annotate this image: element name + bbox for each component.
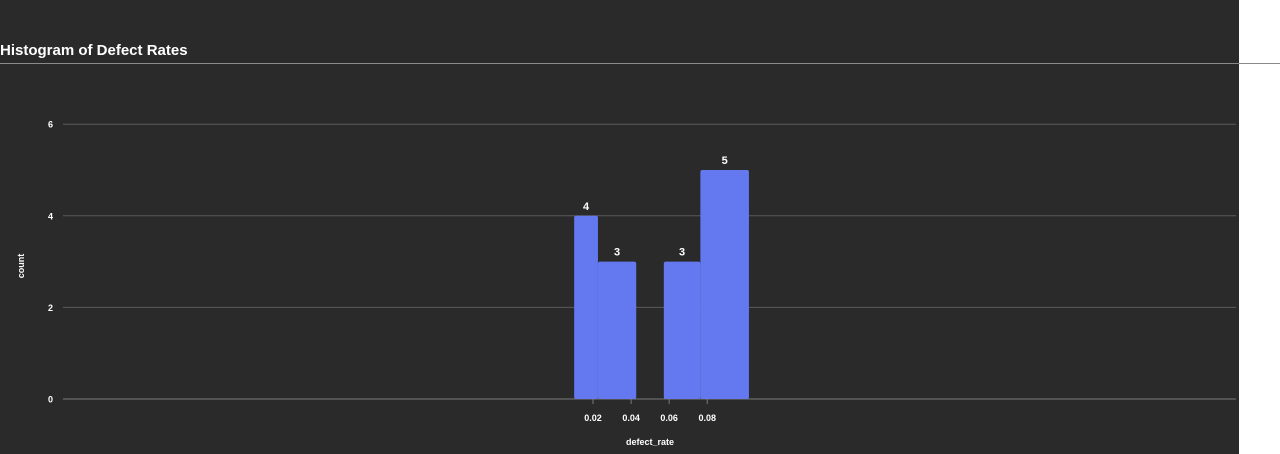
x-tick-label: 0.04 xyxy=(622,413,640,423)
bar-value-label: 5 xyxy=(722,155,728,167)
chart-title: Histogram of Defect Rates xyxy=(0,42,188,59)
y-tick-label: 6 xyxy=(48,120,53,130)
histogram-bar xyxy=(597,261,637,399)
x-tick-label: 0.02 xyxy=(584,413,602,423)
data-labels: 4 3 3 5 xyxy=(583,155,728,259)
y-axis-label: count xyxy=(16,254,26,279)
x-tick-label: 0.08 xyxy=(698,413,716,423)
x-axis-label: defect_rate xyxy=(626,437,674,447)
y-tick-label: 2 xyxy=(48,303,53,313)
title-divider xyxy=(0,63,1280,64)
x-axis-ticks: 0.02 0.04 0.06 0.08 xyxy=(584,399,716,423)
y-axis-ticks: 0 2 4 6 xyxy=(48,120,53,405)
x-tick-label: 0.06 xyxy=(660,413,678,423)
gridlines xyxy=(63,123,1236,400)
bar-value-label: 4 xyxy=(583,201,590,213)
histogram-bar xyxy=(574,215,598,399)
bars xyxy=(574,170,749,399)
bar-value-label: 3 xyxy=(679,247,685,259)
y-tick-label: 0 xyxy=(48,395,53,405)
bar-value-label: 3 xyxy=(614,247,620,259)
histogram-bar xyxy=(700,170,749,399)
y-tick-label: 4 xyxy=(48,211,53,221)
histogram-bar xyxy=(663,261,701,399)
